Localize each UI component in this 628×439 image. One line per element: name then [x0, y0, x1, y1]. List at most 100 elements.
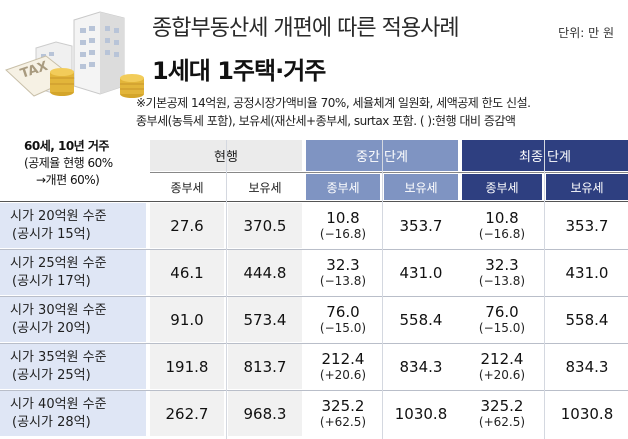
table-row-label: 시가 30억원 수준 (공시가 20억) [0, 297, 146, 342]
table-corner-header: 60세, 10년 거주 (공제율 현행 60% →개편 60%) [6, 138, 136, 198]
cell-final-jongbu: 10.8 (−16.8) [462, 203, 542, 248]
row-label-official: (공시가 15억) [12, 226, 91, 242]
header-bottom-rule [0, 201, 628, 202]
row-label-price: 시가 20억원 수준 [10, 208, 107, 224]
page-title: 종합부동산세 개편에 따른 적용사례 [152, 16, 460, 41]
column-divider [382, 140, 383, 439]
cell-middle-jongbu: 212.4 (+20.6) [306, 344, 380, 389]
subheader-middle-boyu: 보유세 [384, 174, 458, 200]
cell-final-jongbu: 32.3 (−13.8) [462, 250, 542, 295]
cell-final-boyu: 558.4 [546, 297, 628, 342]
cell-value: 370.5 [243, 216, 287, 235]
group-header-final: 최종 단계 [462, 140, 628, 171]
cell-value: 573.4 [243, 310, 287, 329]
table-row-label: 시가 20억원 수준 (공시가 15억) [0, 203, 146, 248]
cell-final-boyu: 353.7 [546, 203, 628, 248]
subheader-final-boyu: 보유세 [546, 174, 628, 200]
cell-current-jongbu: 46.1 [150, 250, 224, 295]
cell-diff: (−15.0) [319, 321, 367, 335]
row-label-official: (공시가 20억) [12, 320, 91, 336]
cell-final-boyu: 431.0 [546, 250, 628, 295]
cell-value: 834.3 [399, 357, 443, 376]
subheader-current-jongbu: 종부세 [150, 174, 224, 200]
cell-final-jongbu: 325.2 (+62.5) [462, 391, 542, 436]
cell-value: 1030.8 [394, 404, 448, 423]
cell-current-boyu: 444.8 [228, 250, 302, 295]
row-divider [0, 390, 628, 391]
cell-diff: (−13.8) [319, 274, 367, 288]
cell-current-jongbu: 191.8 [150, 344, 224, 389]
cell-diff: (+20.6) [478, 368, 526, 382]
subheader-current-boyu: 보유세 [228, 174, 302, 200]
column-divider [544, 140, 545, 439]
cell-middle-boyu: 431.0 [384, 250, 458, 295]
cell-diff: (−15.0) [478, 321, 526, 335]
cell-middle-boyu: 834.3 [384, 344, 458, 389]
cell-value: 212.4 [321, 350, 365, 368]
column-divider [226, 140, 227, 439]
cell-diff: (−13.8) [478, 274, 526, 288]
row-label-official: (공시가 17억) [12, 273, 91, 289]
cell-value: 558.4 [565, 310, 609, 329]
cell-current-boyu: 370.5 [228, 203, 302, 248]
cell-value: 76.0 [485, 303, 519, 321]
cell-middle-boyu: 353.7 [384, 203, 458, 248]
cell-middle-jongbu: 76.0 (−15.0) [306, 297, 380, 342]
cell-diff: (−16.8) [478, 227, 526, 241]
cell-value: 191.8 [165, 357, 209, 376]
cell-current-jongbu: 27.6 [150, 203, 224, 248]
cell-current-boyu: 573.4 [228, 297, 302, 342]
row-label-price: 시가 35억원 수준 [10, 349, 107, 365]
cell-final-boyu: 1030.8 [546, 391, 628, 436]
cell-diff: (+62.5) [478, 415, 526, 429]
cell-value: 32.3 [485, 256, 519, 274]
cell-value: 27.6 [170, 216, 204, 235]
cell-middle-boyu: 558.4 [384, 297, 458, 342]
cell-current-jongbu: 91.0 [150, 297, 224, 342]
row-label-price: 시가 40억원 수준 [10, 396, 107, 412]
cell-value: 212.4 [480, 350, 524, 368]
cell-value: 558.4 [399, 310, 443, 329]
corner-line-2: (공제율 현행 60% [24, 156, 113, 170]
cell-value: 325.2 [480, 397, 524, 415]
cell-value: 32.3 [326, 256, 360, 274]
row-label-price: 시가 25억원 수준 [10, 255, 107, 271]
cell-final-jongbu: 212.4 (+20.6) [462, 344, 542, 389]
cell-middle-boyu: 1030.8 [384, 391, 458, 436]
unit-label: 단위: 만 원 [558, 26, 614, 40]
cell-value: 1030.8 [560, 404, 614, 423]
cell-diff: (+20.6) [319, 368, 367, 382]
cell-current-boyu: 968.3 [228, 391, 302, 436]
cell-value: 834.3 [565, 357, 609, 376]
cell-value: 444.8 [243, 263, 287, 282]
cell-value: 76.0 [326, 303, 360, 321]
row-label-price: 시가 30억원 수준 [10, 302, 107, 318]
row-label-official: (공시가 25억) [12, 367, 91, 383]
cell-value: 10.8 [485, 209, 519, 227]
cell-diff: (−16.8) [319, 227, 367, 241]
row-divider [0, 343, 628, 344]
corner-line-1: 60세, 10년 거주 [24, 139, 109, 153]
page-subtitle: 1세대 1주택·거주 [152, 57, 326, 85]
cell-diff: (+62.5) [319, 415, 367, 429]
cell-middle-jongbu: 10.8 (−16.8) [306, 203, 380, 248]
note-line-2: 종부세(농특세 포함), 보유세(재산세+종부세, surtax 포함. ( )… [136, 114, 516, 128]
cell-value: 353.7 [399, 216, 443, 235]
cell-current-boyu: 813.7 [228, 344, 302, 389]
cell-middle-jongbu: 32.3 (−13.8) [306, 250, 380, 295]
cell-value: 262.7 [165, 404, 209, 423]
cell-final-boyu: 834.3 [546, 344, 628, 389]
cell-middle-jongbu: 325.2 (+62.5) [306, 391, 380, 436]
note-line-1: ※기본공제 14억원, 공정시장가액비율 70%, 세율체계 일원화, 세액공제… [136, 96, 531, 110]
corner-line-3: →개편 60%) [36, 173, 100, 187]
row-label-official: (공시가 28억) [12, 414, 91, 430]
header-divider [150, 172, 628, 173]
cell-value: 353.7 [565, 216, 609, 235]
cell-value: 325.2 [321, 397, 365, 415]
row-divider [0, 249, 628, 250]
tax-illustration: TAX [4, 8, 154, 100]
cell-value: 91.0 [170, 310, 204, 329]
cell-final-jongbu: 76.0 (−15.0) [462, 297, 542, 342]
table-row-label: 시가 40억원 수준 (공시가 28억) [0, 391, 146, 436]
cell-value: 431.0 [399, 263, 443, 282]
